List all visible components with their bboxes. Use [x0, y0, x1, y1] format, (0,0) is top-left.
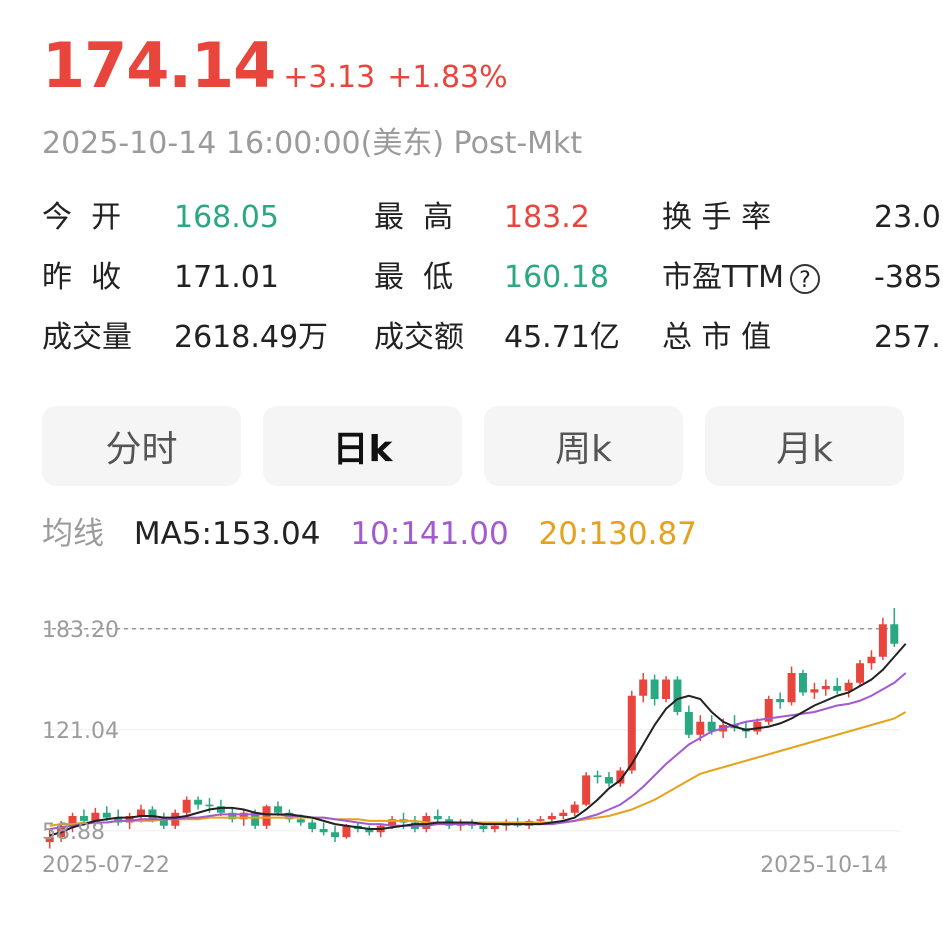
candle-body [810, 689, 818, 692]
candle-body [297, 819, 305, 822]
candle-body [856, 663, 864, 683]
candle-body [582, 775, 590, 804]
candle-body [890, 624, 898, 644]
candle-body [479, 826, 487, 829]
turnover-value: 23.0 [874, 190, 941, 246]
y-tick-label: 183.20 [42, 618, 119, 643]
low-label: 最 低 [374, 250, 453, 306]
candle-body [548, 816, 556, 819]
pe-label: 市盈TTM [662, 260, 784, 295]
candle-body [331, 832, 339, 837]
x-label-end: 2025-10-14 [760, 853, 888, 878]
candle-body [571, 805, 579, 813]
candle-body [536, 819, 544, 821]
candle-body [434, 816, 442, 819]
ma20-line [50, 712, 906, 826]
price-change: +3.13 [283, 60, 375, 95]
stats-grid: 今 开 168.05 最 高 183.2 换 手 率 23.0 昨 收 171.… [42, 190, 943, 370]
mktcap-label: 总 市 值 [662, 310, 771, 366]
candle-body [183, 800, 191, 813]
candle-body [662, 680, 670, 700]
candle-body [559, 813, 567, 816]
high-label: 最 高 [374, 190, 453, 246]
candle-body [788, 673, 796, 702]
candle-body [148, 810, 156, 820]
candle-body [867, 657, 875, 664]
candle-body [491, 826, 499, 829]
candle-body [799, 673, 807, 693]
ma5-value: MA5:153.04 [134, 516, 321, 552]
candle-body [308, 823, 316, 830]
candle-body [845, 683, 853, 691]
ma5-line [50, 644, 906, 836]
tab-monthly[interactable]: 月k [705, 406, 904, 486]
last-price: 174.14 [42, 26, 275, 106]
open-value: 168.05 [174, 190, 279, 246]
candle-body [651, 680, 659, 700]
volume-value: 2618.49万 [174, 310, 328, 366]
pe-value: -385 [874, 250, 942, 306]
pe-label-wrap: 市盈TTM? [662, 250, 820, 306]
turnover-label: 换 手 率 [662, 190, 771, 246]
tab-weekly[interactable]: 周k [484, 406, 683, 486]
candle-body [263, 806, 271, 826]
high-value: 183.2 [504, 190, 590, 246]
tab-daily[interactable]: 日k [263, 406, 462, 486]
candlestick-chart[interactable]: 183.20 121.04 58.88 2025-07-22 2025-10-14 [0, 590, 943, 890]
y-tick-label: 121.04 [42, 719, 119, 744]
open-label: 今 开 [42, 190, 121, 246]
candle-body [753, 722, 761, 732]
amount-label: 成交额 [374, 310, 464, 366]
candle-body [685, 712, 693, 735]
candle-body [605, 777, 613, 784]
y-tick-label: 58.88 [42, 820, 105, 845]
price-change-percent: +1.83% [387, 60, 507, 95]
candle-body [833, 686, 841, 691]
candle-body [274, 806, 282, 813]
ma-legend: 均线 MA5:153.04 10:141.00 20:130.87 [42, 508, 717, 553]
volume-label: 成交量 [42, 310, 132, 366]
candle-body [639, 680, 647, 696]
prev-close-value: 171.01 [174, 250, 279, 306]
prev-close-label: 昨 收 [42, 250, 121, 306]
candle-body [696, 722, 704, 735]
amount-value: 45.71亿 [504, 310, 620, 366]
candle-body [822, 686, 830, 689]
help-icon[interactable]: ? [790, 264, 820, 294]
quote-header: 174.14 +3.13 +1.83% [42, 26, 508, 106]
quote-timestamp: 2025-10-14 16:00:00(美东) Post-Mkt [42, 118, 582, 162]
ma10-value: 10:141.00 [350, 516, 508, 552]
tab-intraday[interactable]: 分时 [42, 406, 241, 486]
candle-body [320, 829, 328, 832]
candle-body [205, 805, 213, 807]
mktcap-value: 257. [874, 310, 941, 366]
low-value: 160.18 [504, 250, 609, 306]
candle-body [879, 624, 887, 657]
period-tabs: 分时 日k 周k 月k [42, 406, 904, 486]
candle-body [342, 826, 350, 837]
candle-body [673, 680, 681, 713]
candle-body [194, 800, 202, 805]
candle-body [103, 813, 111, 818]
ma-title: 均线 [42, 516, 104, 552]
candle-body [594, 775, 602, 777]
candle-body [776, 699, 784, 702]
x-label-start: 2025-07-22 [42, 853, 170, 878]
ma20-value: 20:130.87 [539, 516, 697, 552]
